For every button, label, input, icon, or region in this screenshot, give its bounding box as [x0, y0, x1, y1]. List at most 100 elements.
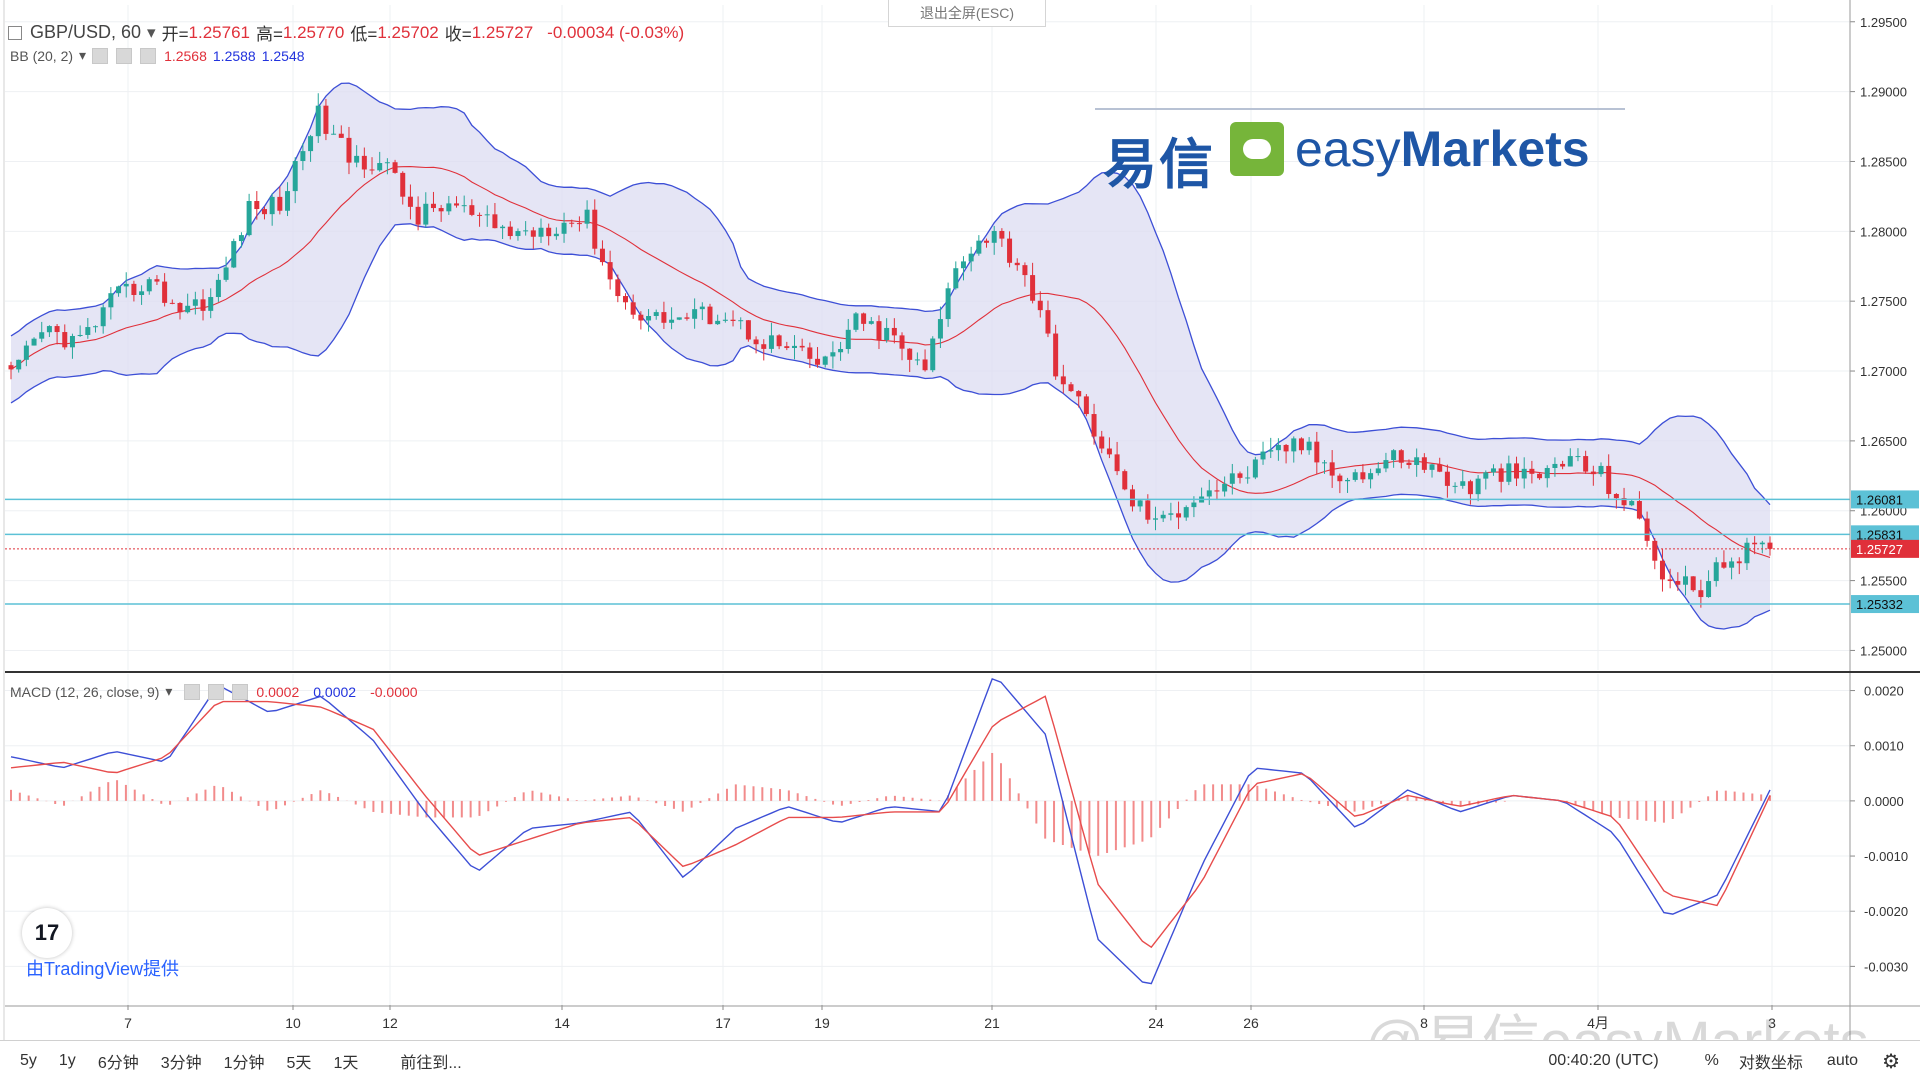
- macd-dropdown-icon[interactable]: ▾: [165, 683, 173, 699]
- candle-body-101: [784, 346, 790, 349]
- candle-body-166: [1283, 444, 1289, 452]
- candle-body-140: [1083, 396, 1089, 415]
- macd-tick-label-0: 0.0020: [1864, 684, 1904, 699]
- candle-body-116: [899, 335, 905, 349]
- candle-body-171: [1321, 462, 1327, 464]
- exit-fullscreen-button[interactable]: 退出全屏(ESC): [888, 0, 1046, 27]
- logo-mark-icon: [1230, 122, 1284, 176]
- log-scale-toggle[interactable]: 对数坐标: [1738, 1055, 1803, 1072]
- candle-body-83: [646, 316, 652, 321]
- candle-body-226: [1744, 542, 1750, 564]
- candle-body-28: [223, 267, 229, 280]
- candle-body-133: [1030, 275, 1036, 301]
- candle-body-39: [308, 136, 314, 152]
- settings-icon[interactable]: [116, 47, 133, 64]
- candle-body-70: [546, 227, 552, 237]
- range-6min[interactable]: 6分钟: [97, 1055, 139, 1072]
- candle-body-152: [1176, 513, 1182, 518]
- candle-body-55: [430, 203, 436, 209]
- candle-body-30: [238, 235, 244, 242]
- bb-dropdown-icon[interactable]: ▾: [79, 47, 87, 63]
- candle-body-112: [868, 321, 874, 324]
- candle-body-107: [830, 352, 836, 357]
- candle-body-53: [415, 206, 421, 225]
- candle-body-34: [269, 196, 275, 215]
- candle-body-144: [1114, 454, 1120, 472]
- candle-body-81: [630, 302, 636, 315]
- remove-icon[interactable]: [140, 47, 157, 64]
- bb-upper-line: [10, 82, 1771, 506]
- candle-body-156: [1206, 490, 1212, 497]
- candle-body-187: [1444, 471, 1450, 486]
- candle-body-61: [477, 214, 483, 216]
- low-value: 1.25702: [377, 22, 439, 42]
- candle-body-7: [62, 332, 68, 348]
- gear-icon[interactable]: ⚙: [1882, 1050, 1900, 1073]
- candle-body-213: [1644, 518, 1650, 541]
- candle-body-89: [692, 309, 698, 319]
- current-price-tag: [1851, 539, 1919, 558]
- symbol-legend: GBP/USD, 60 ▾ 开= 1.25761 高= 1.25770 低= 1.25…: [8, 20, 684, 45]
- candle-body-209: [1613, 493, 1619, 499]
- range-5y[interactable]: 5y: [20, 1052, 37, 1069]
- candle-body-173: [1337, 475, 1343, 482]
- range-5d[interactable]: 5天: [286, 1055, 312, 1072]
- time-axis[interactable]: 7 10 12 14 17 19 21 24 26 8 4月 3: [124, 1005, 1776, 1031]
- price-axis[interactable]: 1.29500 1.29000 1.28500 1.28000 1.27500 1.270…: [1850, 15, 1919, 975]
- range-1y[interactable]: 1y: [58, 1052, 76, 1069]
- goto-date-button[interactable]: 前往到...: [400, 1055, 462, 1072]
- tradingview-attribution[interactable]: 由TradingView提供: [26, 959, 180, 979]
- candle-body-57: [446, 203, 452, 212]
- macd-tick-label-1: 0.0010: [1864, 739, 1904, 754]
- candle-body-111: [861, 313, 867, 324]
- candle-body-210: [1621, 498, 1627, 506]
- price-tick-label-6: 1.26500: [1860, 434, 1907, 449]
- candle-body-205: [1583, 456, 1589, 472]
- candle-body-151: [1168, 513, 1174, 515]
- candle-body-8: [69, 335, 75, 348]
- range-3min[interactable]: 3分钟: [160, 1055, 202, 1072]
- candle-body-169: [1306, 441, 1312, 451]
- candle-body-191: [1475, 478, 1481, 495]
- candle-body-108: [838, 348, 844, 353]
- dropdown-icon[interactable]: ▾: [147, 22, 156, 42]
- macd-settings-icon[interactable]: [208, 683, 225, 700]
- auto-scale-toggle[interactable]: auto: [1826, 1052, 1859, 1069]
- range-1d[interactable]: 1天: [333, 1055, 359, 1072]
- time-tick-label-11: 3: [1768, 1015, 1776, 1031]
- candle-body-18: [146, 279, 152, 292]
- macd-label: MACD (12, 26, close, 9): [10, 683, 160, 700]
- candle-body-17: [139, 291, 145, 296]
- utc-clock[interactable]: 00:40:20 (UTC): [1548, 1052, 1659, 1069]
- level-tag-1: [1851, 525, 1919, 544]
- visibility-icon[interactable]: [92, 47, 109, 64]
- time-tick-label-1: 10: [285, 1015, 301, 1031]
- macd-visibility-icon[interactable]: [184, 683, 201, 700]
- tradingview-logo-icon[interactable]: 17: [22, 908, 72, 958]
- range-1min[interactable]: 1分钟: [223, 1055, 265, 1072]
- collapse-icon[interactable]: [8, 25, 22, 40]
- candle-body-60: [469, 205, 475, 215]
- candle-body-184: [1421, 457, 1427, 470]
- horizontal-levels[interactable]: [5, 498, 1850, 605]
- candle-body-25: [200, 299, 206, 311]
- candle-body-123: [953, 268, 959, 289]
- candle-body-130: [1007, 238, 1013, 263]
- macd-remove-icon[interactable]: [232, 683, 249, 700]
- macd-value-hist: 0.0002: [256, 683, 300, 700]
- time-tick-label-0: 7: [124, 1015, 132, 1031]
- candle-body-6: [54, 326, 60, 333]
- candle-body-1: [16, 359, 22, 370]
- percent-toggle[interactable]: %: [1704, 1052, 1719, 1069]
- candle-body-188: [1452, 485, 1458, 487]
- bb-fill: [11, 83, 1770, 630]
- candle-body-41: [323, 105, 329, 134]
- candle-body-183: [1414, 457, 1420, 465]
- candle-body-199: [1537, 473, 1543, 479]
- open-label: 开=: [161, 25, 189, 44]
- open-value: 1.25761: [188, 22, 250, 42]
- candle-body-177: [1368, 473, 1374, 480]
- candle-body-84: [653, 312, 659, 317]
